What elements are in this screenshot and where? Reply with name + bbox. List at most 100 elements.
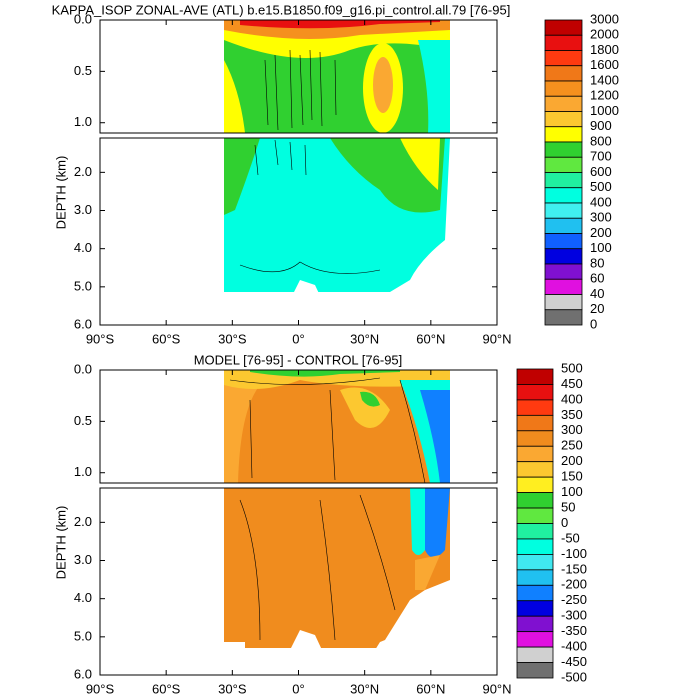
colorbar-label: 80 [590, 255, 604, 270]
colorbar-label: 500 [561, 360, 583, 375]
colorbar-box [516, 538, 554, 555]
y-tick-label: 0.0 [74, 361, 92, 376]
x-tick-label: 90°N [482, 681, 511, 696]
colorbar-box [516, 476, 554, 493]
colorbar-box [516, 414, 554, 432]
colorbar-label: 1800 [590, 42, 619, 57]
colorbar-label: 600 [590, 164, 612, 179]
colorbar-label: 20 [590, 301, 604, 316]
colorbar-box [544, 263, 583, 280]
colorbar-label: -300 [561, 608, 587, 623]
colorbar-label: 250 [561, 438, 583, 453]
colorbar-box [516, 368, 554, 385]
colorbar-label: 350 [561, 407, 583, 422]
colorbar-box [516, 507, 554, 524]
field-2 [224, 370, 450, 675]
y-tick-label: 5.0 [74, 278, 92, 293]
colorbar-box [544, 233, 583, 250]
colorbar-label: 0 [561, 515, 568, 530]
colorbar-label: 1000 [590, 103, 619, 118]
colorbar-label: -250 [561, 592, 587, 607]
colorbar-label: -200 [561, 577, 587, 592]
colorbar-box [544, 202, 583, 219]
colorbar-label: -500 [561, 669, 587, 684]
colorbar-box [516, 600, 554, 617]
x-tick-label: 60°N [416, 331, 445, 346]
colorbar-label: 300 [590, 210, 612, 225]
colorbar-box [544, 19, 583, 36]
y-tick-label: 2.0 [74, 514, 92, 529]
y-tick-label: 0.0 [74, 11, 92, 26]
y-tick-label: 2.0 [74, 164, 92, 179]
colorbar-label: 500 [590, 179, 612, 194]
colorbar-box [544, 187, 583, 204]
colorbar-box [516, 615, 554, 633]
y-tick-label: 6.0 [74, 316, 92, 331]
colorbar-label: 150 [561, 469, 583, 484]
colorbar-box [544, 248, 583, 265]
colorbar-box [516, 584, 554, 602]
colorbar-box [516, 445, 554, 463]
y-tick-label: 0.5 [74, 413, 92, 428]
x-tick-label: 90°S [86, 331, 115, 346]
colorbar-label: 200 [561, 453, 583, 468]
y-tick-label: 5.0 [74, 628, 92, 643]
colorbar-box [544, 217, 583, 234]
colorbar-box [544, 80, 583, 97]
y-tick-label: 4.0 [74, 590, 92, 605]
colorbar-box [516, 662, 554, 679]
y-tick-label: 4.0 [74, 240, 92, 255]
colorbar-box [544, 141, 583, 158]
colorbar-box [544, 172, 583, 189]
colorbar-label: -100 [561, 546, 587, 561]
y-axis-label: DEPTH (km) [53, 156, 68, 230]
colorbar-label: 1200 [590, 88, 619, 103]
colorbar-label: -400 [561, 639, 587, 654]
colorbar-label: -50 [561, 530, 580, 545]
x-tick-label: 0° [292, 681, 304, 696]
y-tick-label: 1.0 [74, 464, 92, 479]
colorbar-label: 450 [561, 376, 583, 391]
colorbar-box [544, 95, 583, 112]
y-tick-label: 3.0 [74, 202, 92, 217]
x-tick-label: 90°N [482, 331, 511, 346]
colorbar-box [516, 569, 554, 586]
colorbar-label: 0 [590, 316, 597, 331]
colorbar-box [516, 384, 554, 401]
x-tick-label: 30°S [218, 331, 247, 346]
colorbar-box [544, 126, 583, 143]
colorbar-box [544, 34, 583, 51]
colorbar-box [516, 523, 554, 540]
y-tick-label: 6.0 [74, 666, 92, 681]
colorbar-box [516, 430, 554, 447]
x-tick-label: 30°N [350, 681, 379, 696]
colorbar-label: 3000 [590, 11, 619, 26]
colorbar-box [544, 278, 583, 295]
colorbar-label: 1600 [590, 57, 619, 72]
colorbar-box [544, 156, 583, 173]
colorbar-box [544, 111, 583, 128]
colorbar-label: 900 [590, 118, 612, 133]
x-tick-label: 30°S [218, 681, 247, 696]
colorbar-box [516, 631, 554, 648]
colorbar-box [516, 646, 554, 663]
colorbar-label: 700 [590, 149, 612, 164]
colorbar-label: 50 [561, 499, 575, 514]
x-tick-label: 60°N [416, 681, 445, 696]
colorbar-box [516, 492, 554, 509]
colorbar-box [544, 309, 583, 326]
field-1 [224, 20, 450, 325]
colorbar-box [544, 294, 583, 311]
y-tick-label: 3.0 [74, 552, 92, 567]
y-axis-label: DEPTH (km) [53, 506, 68, 580]
colorbar-label: -150 [561, 561, 587, 576]
colorbar-label: 60 [590, 271, 604, 286]
colorbar-box [544, 50, 583, 67]
chart-title: KAPPA_ISOP ZONAL-AVE (ATL) b.e15.B1850.f… [52, 2, 511, 17]
colorbar-label: 100 [590, 240, 612, 255]
x-tick-label: 60°S [152, 681, 181, 696]
x-tick-label: 90°S [86, 681, 115, 696]
x-tick-label: 30°N [350, 331, 379, 346]
colorbar-label: -350 [561, 623, 587, 638]
